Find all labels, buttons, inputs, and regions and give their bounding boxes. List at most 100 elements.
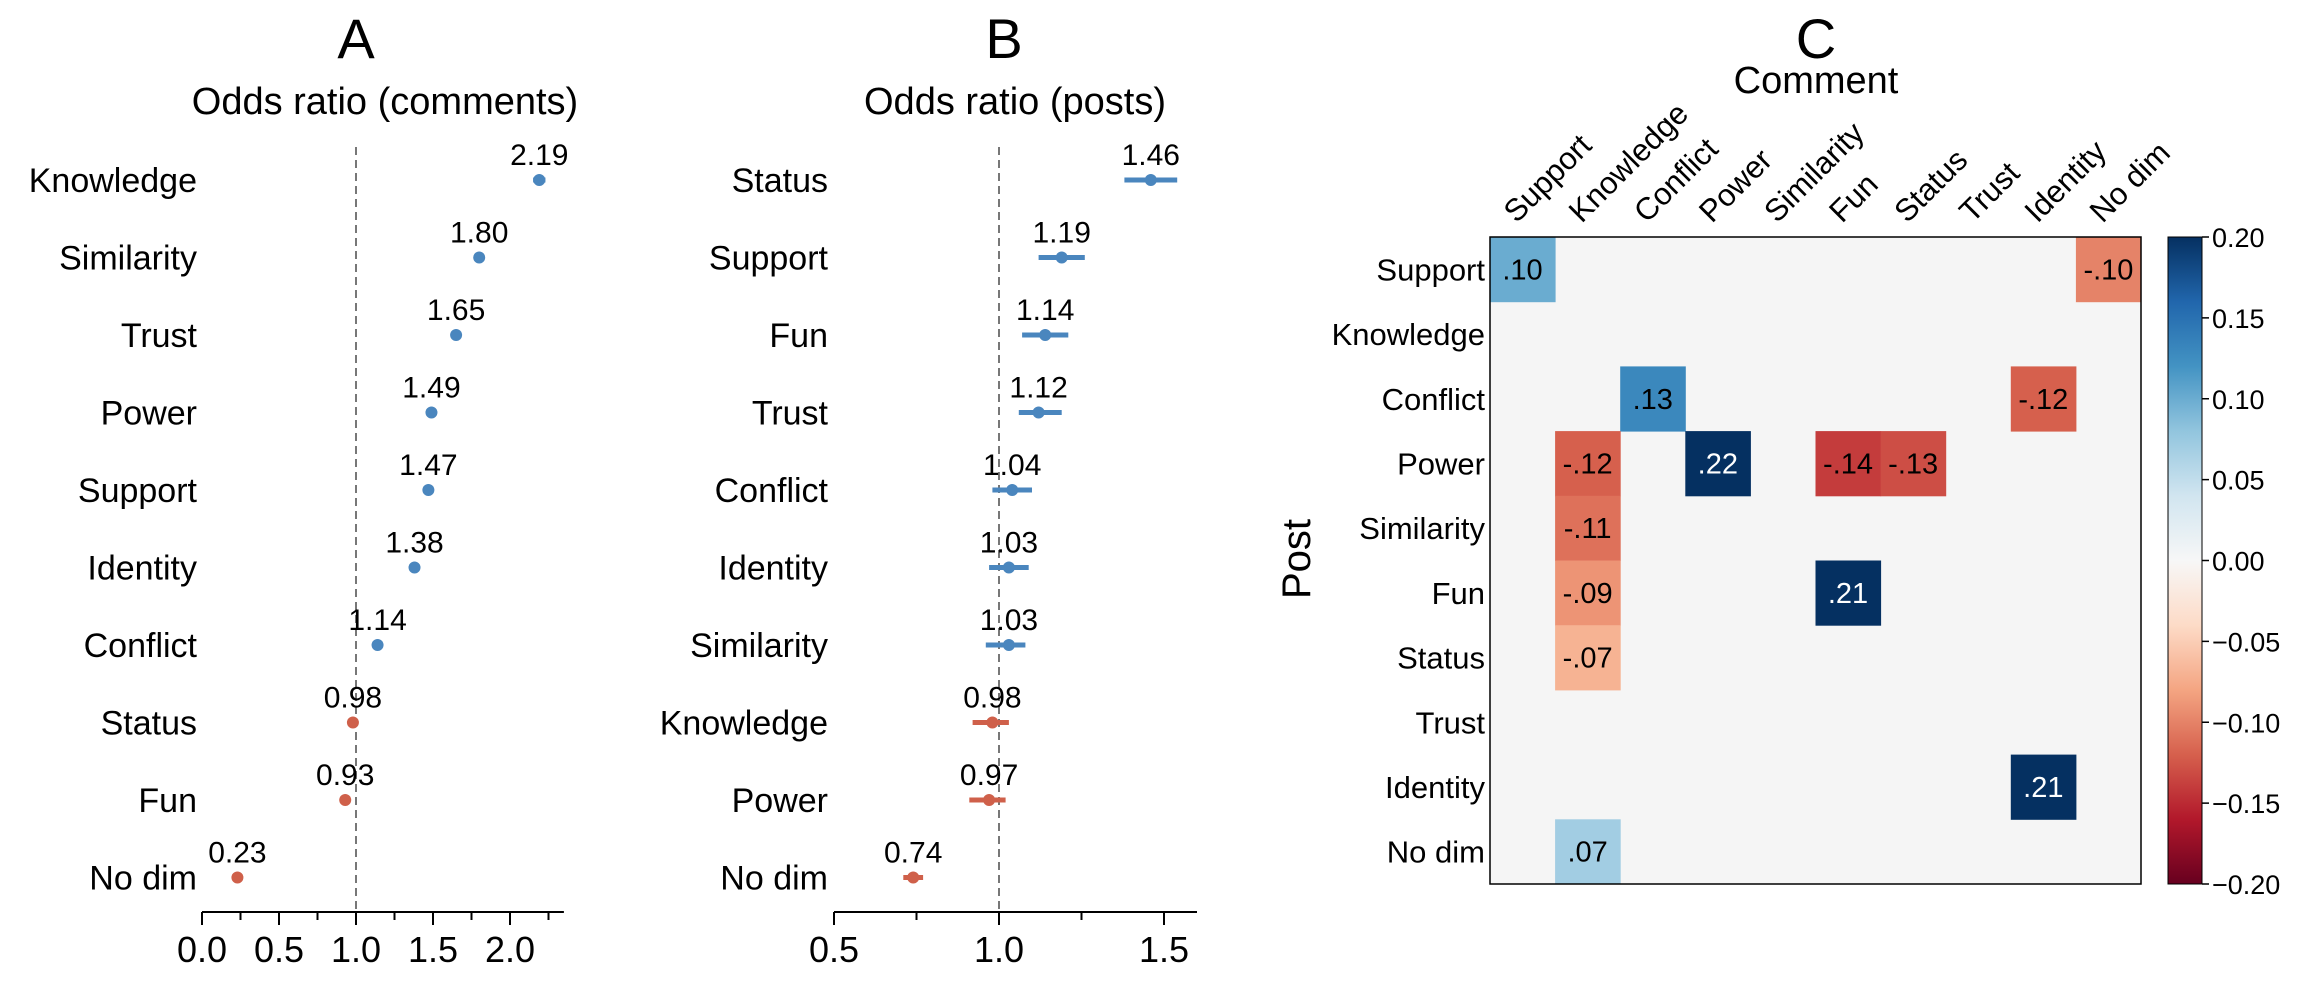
odds-ratio-point — [1006, 484, 1019, 496]
odds-ratio-point — [425, 406, 438, 419]
colorbar-tick-label: 0.00 — [2212, 547, 2265, 577]
panel-title: Odds ratio (posts) — [864, 81, 1166, 123]
value-label: 1.03 — [980, 604, 1038, 637]
cell-value-label: .21 — [1828, 578, 1868, 610]
row-label: Trust — [121, 317, 198, 355]
cell-value-label: -.12 — [1563, 448, 1613, 480]
row-label: Fun — [138, 782, 197, 820]
colorbar-tick-label: −0.20 — [2212, 870, 2280, 900]
cell-value-label: .21 — [2023, 772, 2063, 804]
colorbar-tick-label: −0.05 — [2212, 627, 2280, 657]
row-label: Similarity — [1359, 511, 1485, 546]
value-label: 1.04 — [983, 449, 1041, 482]
cell-value-label: -.11 — [1564, 513, 1612, 545]
row-label: Power — [732, 782, 828, 820]
heatmap-cell — [1490, 237, 1556, 303]
odds-ratio-point — [1002, 561, 1015, 574]
row-label: Knowledge — [29, 162, 197, 200]
value-label: 0.23 — [208, 837, 266, 870]
cell-value-label: .13 — [1633, 384, 1673, 416]
odds-ratio-point — [422, 484, 435, 496]
colorbar-tick-label: 0.05 — [2212, 466, 2265, 496]
odds-ratio-point — [907, 871, 920, 884]
odds-ratio-point — [346, 716, 359, 729]
column-label: Status — [1887, 142, 1974, 229]
colorbar-tick-label: −0.10 — [2212, 708, 2280, 738]
row-label: No dim — [720, 860, 828, 898]
row-label: Trust — [752, 395, 829, 433]
row-label: Status — [101, 705, 197, 743]
row-label: Trust — [1416, 705, 1486, 740]
cell-value-label: -.10 — [2083, 254, 2133, 286]
value-label: 1.47 — [399, 449, 457, 482]
heatmap-cell — [2075, 237, 2142, 303]
odds-ratio-point — [1144, 174, 1157, 186]
cell-value-label: -.13 — [1888, 448, 1938, 480]
row-label: Conflict — [1382, 382, 1486, 417]
cell-value-label: .10 — [1502, 254, 1542, 286]
colorbar-tick-label: −0.15 — [2212, 789, 2280, 819]
value-label: 0.98 — [324, 682, 382, 715]
row-label: Conflict — [84, 627, 198, 665]
value-label: 1.14 — [348, 604, 406, 637]
value-label: 0.98 — [963, 682, 1021, 715]
x-axis-title: Comment — [1734, 60, 1899, 102]
row-label: Conflict — [715, 472, 829, 510]
value-label: 1.46 — [1122, 139, 1180, 172]
heatmap-border — [1489, 236, 2142, 885]
odds-ratio-point — [371, 639, 384, 651]
panel-title: Odds ratio (comments) — [192, 81, 578, 123]
heatmap-cell — [1685, 431, 1751, 497]
heatmap-cell — [1555, 495, 1621, 561]
heatmap-cell — [1555, 625, 1621, 691]
cell-value-label: -.12 — [2018, 384, 2068, 416]
x-tick-label: 1.5 — [408, 929, 458, 970]
row-label: Status — [1397, 641, 1485, 676]
value-label: 1.03 — [980, 527, 1038, 560]
odds-ratio-point — [473, 251, 486, 264]
cell-value-label: -.14 — [1823, 448, 1873, 480]
value-label: 1.14 — [1016, 294, 1074, 327]
row-label: Identity — [718, 550, 828, 588]
panel-label: C — [1796, 7, 1836, 70]
cell-value-label: .07 — [1567, 837, 1607, 869]
odds-ratio-point — [231, 871, 244, 884]
heatmap-cell — [2010, 754, 2077, 820]
value-label: 1.49 — [402, 372, 460, 405]
panel-b-forest-plot: B Odds ratio (posts) 0.5 1.0 1.5 Status 1.46 Su… — [660, 7, 1197, 970]
value-label: 0.97 — [960, 759, 1018, 792]
row-label: Similarity — [59, 240, 197, 278]
value-label: 1.38 — [385, 527, 443, 560]
colorbar-tick-label: 0.20 — [2212, 223, 2265, 253]
value-label: 2.19 — [510, 139, 568, 172]
heatmap-cell — [1555, 560, 1621, 626]
x-tick-label: 1.5 — [1139, 929, 1189, 970]
cell-value-label: -.09 — [1563, 578, 1613, 610]
odds-ratio-point — [450, 329, 463, 341]
odds-ratio-point — [983, 794, 996, 806]
row-label: Fun — [769, 317, 828, 355]
row-label: Identity — [87, 550, 197, 588]
value-label: 1.12 — [1009, 372, 1067, 405]
odds-ratio-point — [1032, 406, 1045, 419]
heatmap-cell — [1620, 366, 1686, 432]
colorbar — [2167, 236, 2203, 885]
heatmap-cell — [2010, 366, 2077, 432]
odds-ratio-point — [986, 716, 999, 729]
y-axis-title: Post — [1275, 519, 1319, 599]
value-label: 0.93 — [316, 759, 374, 792]
x-tick-label: 0.0 — [177, 929, 227, 970]
row-label: Power — [1397, 446, 1485, 481]
row-label: Support — [709, 240, 829, 278]
row-label: No dim — [1387, 835, 1485, 870]
odds-ratio-point — [1039, 329, 1052, 341]
value-label: 0.74 — [884, 837, 942, 870]
heatmap-cell — [1555, 819, 1621, 885]
odds-ratio-point — [533, 174, 546, 186]
panel-label: B — [985, 7, 1022, 70]
value-label: 1.19 — [1033, 217, 1091, 250]
odds-ratio-point — [408, 561, 421, 574]
row-label: Knowledge — [660, 705, 828, 743]
